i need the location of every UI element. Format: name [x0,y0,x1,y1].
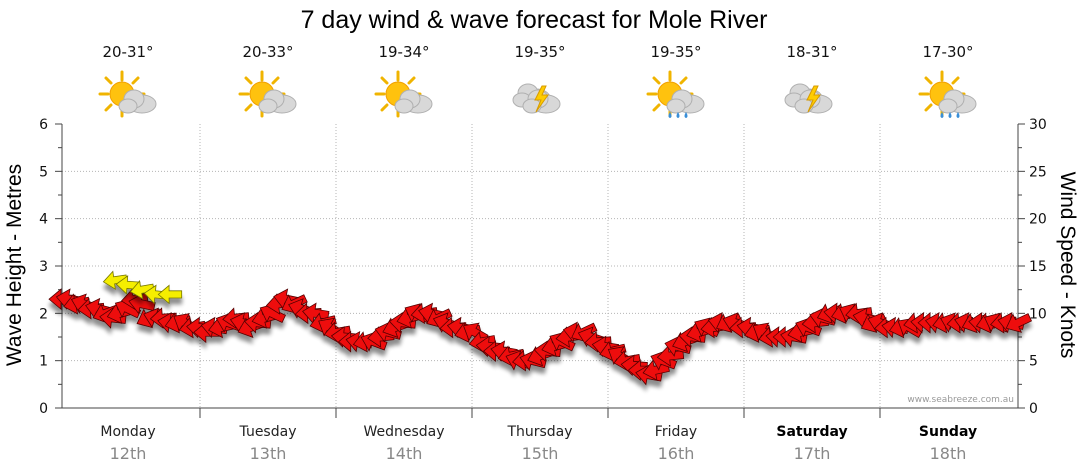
raindrop [668,112,672,118]
raindrop [948,112,952,118]
sun-shower-icon [646,70,705,118]
lightning-bolt [534,85,549,113]
day-date: 13th [250,444,287,463]
wind-arrow [642,359,670,381]
partly-sunny-icon [98,70,157,118]
wave-height-axis: 0 1 2 3 4 5 6 [39,117,62,417]
left-tick-label: 4 [39,212,48,228]
chart-title: 7 day wind & wave forecast for Mole Rive… [301,6,768,34]
left-tick-label: 0 [39,401,48,417]
day-date: 17th [794,444,831,463]
right-axis-label: Wind Speed - Knots [1056,172,1079,359]
right-tick-label: 30 [1029,117,1047,133]
lightning-bolt [806,85,821,113]
day-name: Sunday [919,424,977,440]
left-tick-label: 3 [39,259,48,275]
right-tick-label: 5 [1029,354,1038,370]
day-name: Tuesday [239,424,297,440]
left-tick-label: 1 [39,354,48,370]
right-tick-label: 20 [1029,212,1047,228]
raindrop [956,112,960,118]
left-axis-label: Wave Height - Metres [3,164,26,366]
thunderstorm-icon [512,83,561,114]
wind-speed-axis: 0 5 10 15 20 25 30 [1018,117,1047,417]
left-tick-label: 2 [39,306,48,322]
raindrop [684,112,688,118]
wind-arrow [1005,313,1033,333]
day-temperature: 20-33° [242,43,293,61]
thunderstorm-icon [784,83,833,114]
sun-shower-icon [918,70,977,118]
day-date: 12th [110,444,147,463]
right-tick-label: 0 [1029,401,1038,417]
day-date: 16th [658,444,695,463]
raindrop [940,112,944,118]
day-temperature: 19-34° [378,43,429,61]
day-labels: Monday 12th Tuesday 13th Wednesday 14th Thursd… [100,424,977,463]
day-date: 14th [386,444,423,463]
right-tick-label: 10 [1029,306,1047,322]
day-temperature: 19-35° [650,43,701,61]
partly-sunny-icon [374,70,433,118]
day-date: 15th [522,444,559,463]
day-name: Monday [100,424,155,440]
right-tick-label: 25 [1029,164,1047,180]
daily-forecast-row: 20-31° 20-33° 19-34° 19-35° 19-35° 18-31° 17-3… [98,43,977,118]
partly-sunny-icon [238,70,297,118]
day-temperature: 20-31° [102,43,153,61]
left-tick-label: 6 [39,117,48,133]
wind-arrow [128,293,156,315]
right-tick-label: 15 [1029,259,1047,275]
wind-gust-series [102,270,183,305]
day-name: Thursday [506,424,572,440]
day-name: Friday [655,424,697,440]
wind-speed-series [48,288,1033,386]
left-tick-label: 5 [39,164,48,180]
day-temperature: 19-35° [514,43,565,61]
day-name: Wednesday [363,424,444,440]
day-temperature: 18-31° [786,43,837,61]
credit-text: www.seabreeze.com.au [907,395,1014,405]
chart-grid [61,124,1019,418]
day-date: 18th [930,444,967,463]
gust-arrow [157,284,183,305]
day-temperature: 17-30° [922,43,973,61]
raindrop [676,112,680,118]
day-name: Saturday [776,424,847,440]
